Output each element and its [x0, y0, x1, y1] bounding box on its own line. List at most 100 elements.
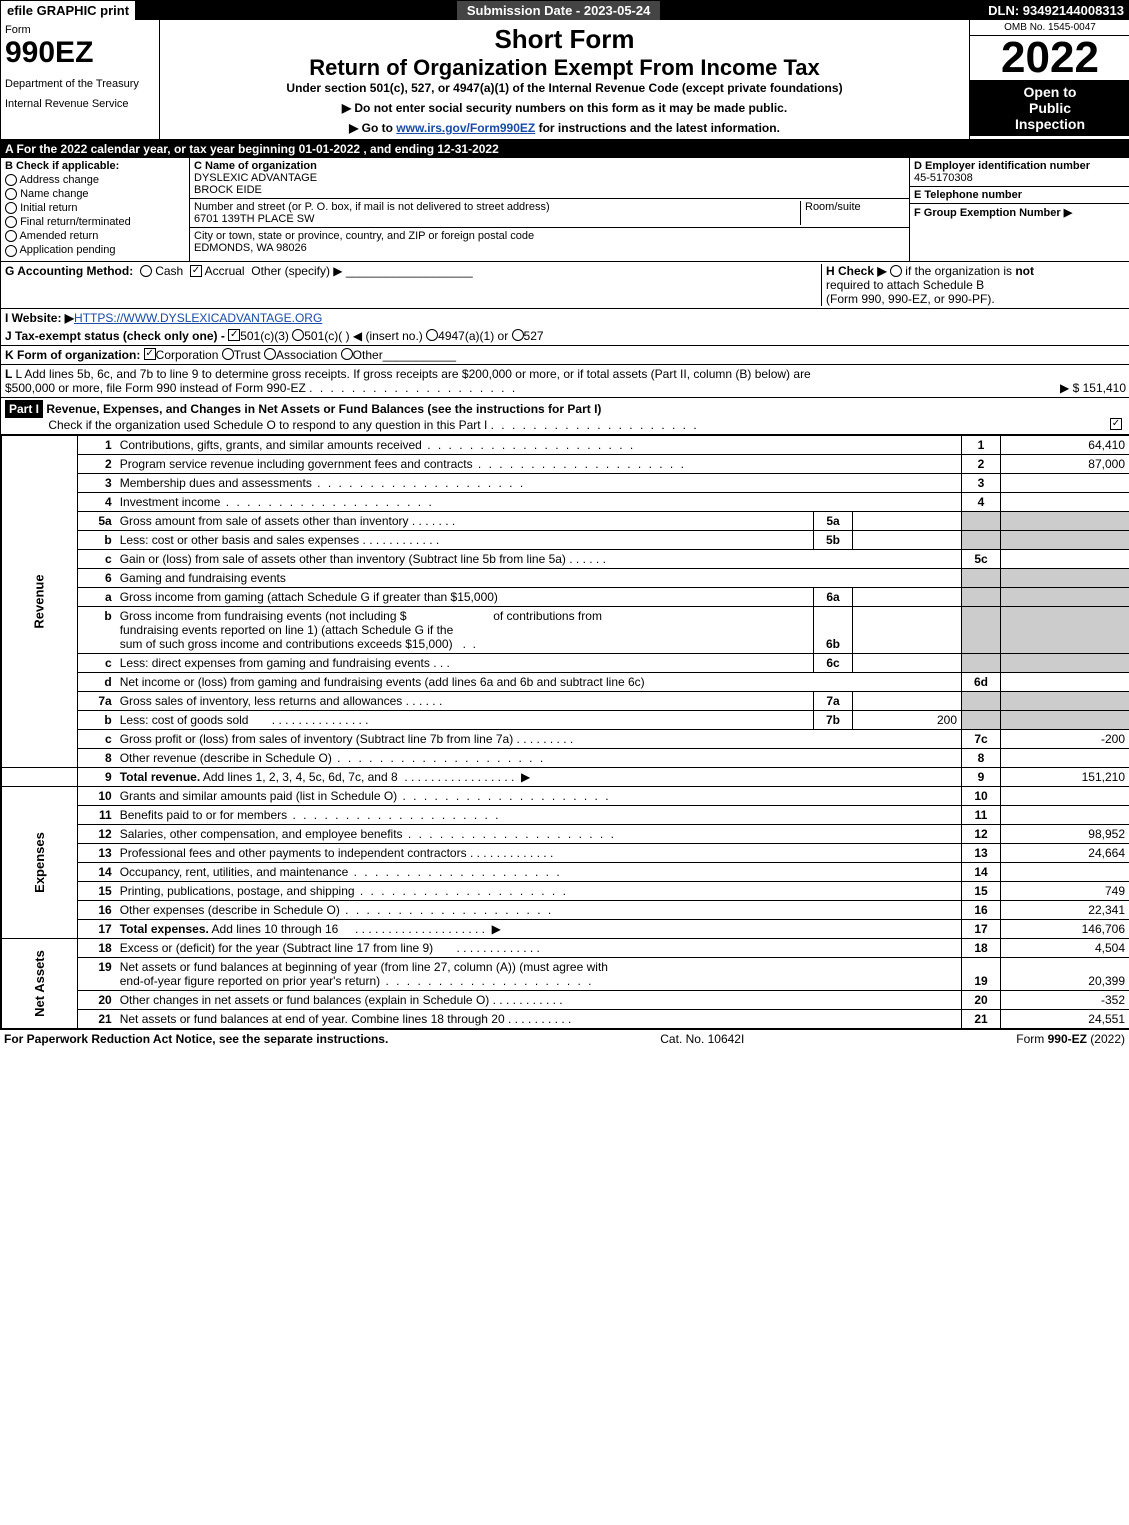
line-7a-desc: Gross sales of inventory, less returns a…	[116, 691, 814, 710]
part1-checkbox[interactable]	[1110, 418, 1122, 430]
line-4-amt	[1001, 492, 1129, 511]
subtitle: Under section 501(c), 527, or 4947(a)(1)…	[164, 81, 965, 95]
k-label: K Form of organization:	[5, 348, 140, 362]
line-6d-rnum: 6d	[962, 672, 1001, 691]
line-15-rnum: 15	[962, 881, 1001, 900]
opt-initial-return[interactable]: Initial return	[5, 202, 185, 214]
line-7a-num: 7a	[77, 691, 116, 710]
line-9-amt: 151,210	[1001, 767, 1129, 786]
line-6a-shaded	[962, 587, 1001, 606]
j-4947-radio[interactable]	[426, 329, 438, 341]
g-label: G Accounting Method:	[5, 264, 133, 278]
header-right: OMB No. 1545-0047 2022 Open to Public In…	[969, 20, 1129, 139]
line-18-desc: Excess or (deficit) for the year (Subtra…	[116, 938, 962, 957]
line-5a-mnum: 5a	[814, 511, 853, 530]
part1-title: Revenue, Expenses, and Changes in Net As…	[46, 402, 601, 416]
footer-right: Form 990-EZ (2022)	[1016, 1032, 1125, 1046]
h-text3: (Form 990, 990-EZ, or 990-PF).	[826, 292, 995, 306]
footer: For Paperwork Reduction Act Notice, see …	[0, 1030, 1129, 1048]
row-l: L L Add lines 5b, 6c, and 7b to line 9 t…	[1, 365, 1129, 398]
i-label: I Website: ▶	[5, 311, 74, 325]
city-state-zip: EDMONDS, WA 98026	[194, 242, 307, 254]
section-def: D Employer identification number 45-5170…	[909, 158, 1129, 261]
j-501c3-checkbox[interactable]	[228, 329, 240, 341]
accrual-checkbox[interactable]	[190, 265, 202, 277]
short-form-title: Short Form	[164, 24, 965, 55]
line-7b-num: b	[77, 710, 116, 729]
header-left: Form 990EZ Department of the Treasury In…	[1, 20, 160, 139]
line-4-desc: Investment income	[116, 492, 962, 511]
line-7b-mval: 200	[853, 710, 962, 729]
h-text2: required to attach Schedule B	[826, 278, 984, 292]
b-label: B Check if applicable:	[5, 160, 185, 172]
line-4-num: 4	[77, 492, 116, 511]
h-radio[interactable]	[890, 265, 902, 277]
line-10-amt	[1001, 786, 1129, 805]
line-18-amt: 4,504	[1001, 938, 1129, 957]
k-assoc-radio[interactable]	[264, 348, 276, 360]
irs-link[interactable]: www.irs.gov/Form990EZ	[396, 121, 535, 135]
room-label: Room/suite	[805, 201, 861, 213]
line-6b-num: b	[77, 606, 116, 653]
j-501c-radio[interactable]	[292, 329, 304, 341]
line-17-num: 17	[77, 919, 116, 938]
line-5b-shaded2	[1001, 530, 1129, 549]
opt-address-change[interactable]: Address change	[5, 174, 185, 186]
line-6d-num: d	[77, 672, 116, 691]
line-15-amt: 749	[1001, 881, 1129, 900]
line-6b-mnum: 6b	[814, 606, 853, 653]
line-17-rnum: 17	[962, 919, 1001, 938]
line-6b-shaded2	[1001, 606, 1129, 653]
line-16-desc: Other expenses (describe in Schedule O)	[116, 900, 962, 919]
line-2-rnum: 2	[962, 454, 1001, 473]
line-9-rnum: 9	[962, 767, 1001, 786]
inspection-badge: Open to Public Inspection	[970, 80, 1129, 136]
line-11-num: 11	[77, 805, 116, 824]
line-3-rnum: 3	[962, 473, 1001, 492]
h-label: H Check ▶	[826, 264, 887, 278]
line-5b-desc: Less: cost or other basis and sales expe…	[116, 530, 814, 549]
website-link[interactable]: HTTPS://WWW.DYSLEXICADVANTAGE.ORG	[74, 311, 322, 325]
footer-left: For Paperwork Reduction Act Notice, see …	[4, 1032, 388, 1046]
opt-final-return[interactable]: Final return/terminated	[5, 216, 185, 228]
opt-amended-return[interactable]: Amended return	[5, 230, 185, 242]
line-6a-desc: Gross income from gaming (attach Schedul…	[116, 587, 814, 606]
efile-label[interactable]: efile GRAPHIC print	[1, 1, 135, 20]
k-trust-radio[interactable]	[222, 348, 234, 360]
line-9-desc: Total revenue. Add lines 1, 2, 3, 4, 5c,…	[116, 767, 962, 786]
line-1-desc: Contributions, gifts, grants, and simila…	[116, 435, 962, 454]
k-other-radio[interactable]	[341, 348, 353, 360]
line-21-desc: Net assets or fund balances at end of ye…	[116, 1009, 962, 1028]
line-6b-desc: Gross income from fundraising events (no…	[116, 606, 814, 653]
line-12-rnum: 12	[962, 824, 1001, 843]
note-link: ▶ Go to www.irs.gov/Form990EZ for instru…	[164, 121, 965, 135]
j-527-radio[interactable]	[512, 329, 524, 341]
part1-check-text: Check if the organization used Schedule …	[48, 418, 487, 432]
line-5b-mval	[853, 530, 962, 549]
line-8-rnum: 8	[962, 748, 1001, 767]
line-7b-shaded2	[1001, 710, 1129, 729]
form-number: 990EZ	[5, 36, 155, 70]
line-7c-amt: -200	[1001, 729, 1129, 748]
line-7b-desc: Less: cost of goods sold . . . . . . . .…	[116, 710, 814, 729]
line-20-desc: Other changes in net assets or fund bala…	[116, 990, 962, 1009]
line-8-amt	[1001, 748, 1129, 767]
line-5c-num: c	[77, 549, 116, 568]
line-11-rnum: 11	[962, 805, 1001, 824]
l-amount: ▶ $ 151,410	[1060, 381, 1126, 395]
l-text1: L Add lines 5b, 6c, and 7b to line 9 to …	[15, 367, 810, 381]
line-12-num: 12	[77, 824, 116, 843]
k-corp-checkbox[interactable]	[144, 348, 156, 360]
form-container: efile GRAPHIC print Submission Date - 20…	[0, 0, 1129, 1030]
opt-name-change[interactable]: Name change	[5, 188, 185, 200]
addr-label: Number and street (or P. O. box, if mail…	[194, 201, 550, 213]
cash-radio[interactable]	[140, 265, 152, 277]
line-5b-mnum: 5b	[814, 530, 853, 549]
opt-application-pending[interactable]: Application pending	[5, 244, 185, 256]
line-7c-num: c	[77, 729, 116, 748]
top-bar: efile GRAPHIC print Submission Date - 20…	[1, 1, 1129, 20]
line-7c-desc: Gross profit or (loss) from sales of inv…	[116, 729, 962, 748]
line-8-num: 8	[77, 748, 116, 767]
j-label: J Tax-exempt status (check only one) -	[5, 329, 225, 343]
main-table: Revenue 1 Contributions, gifts, grants, …	[1, 435, 1129, 1029]
